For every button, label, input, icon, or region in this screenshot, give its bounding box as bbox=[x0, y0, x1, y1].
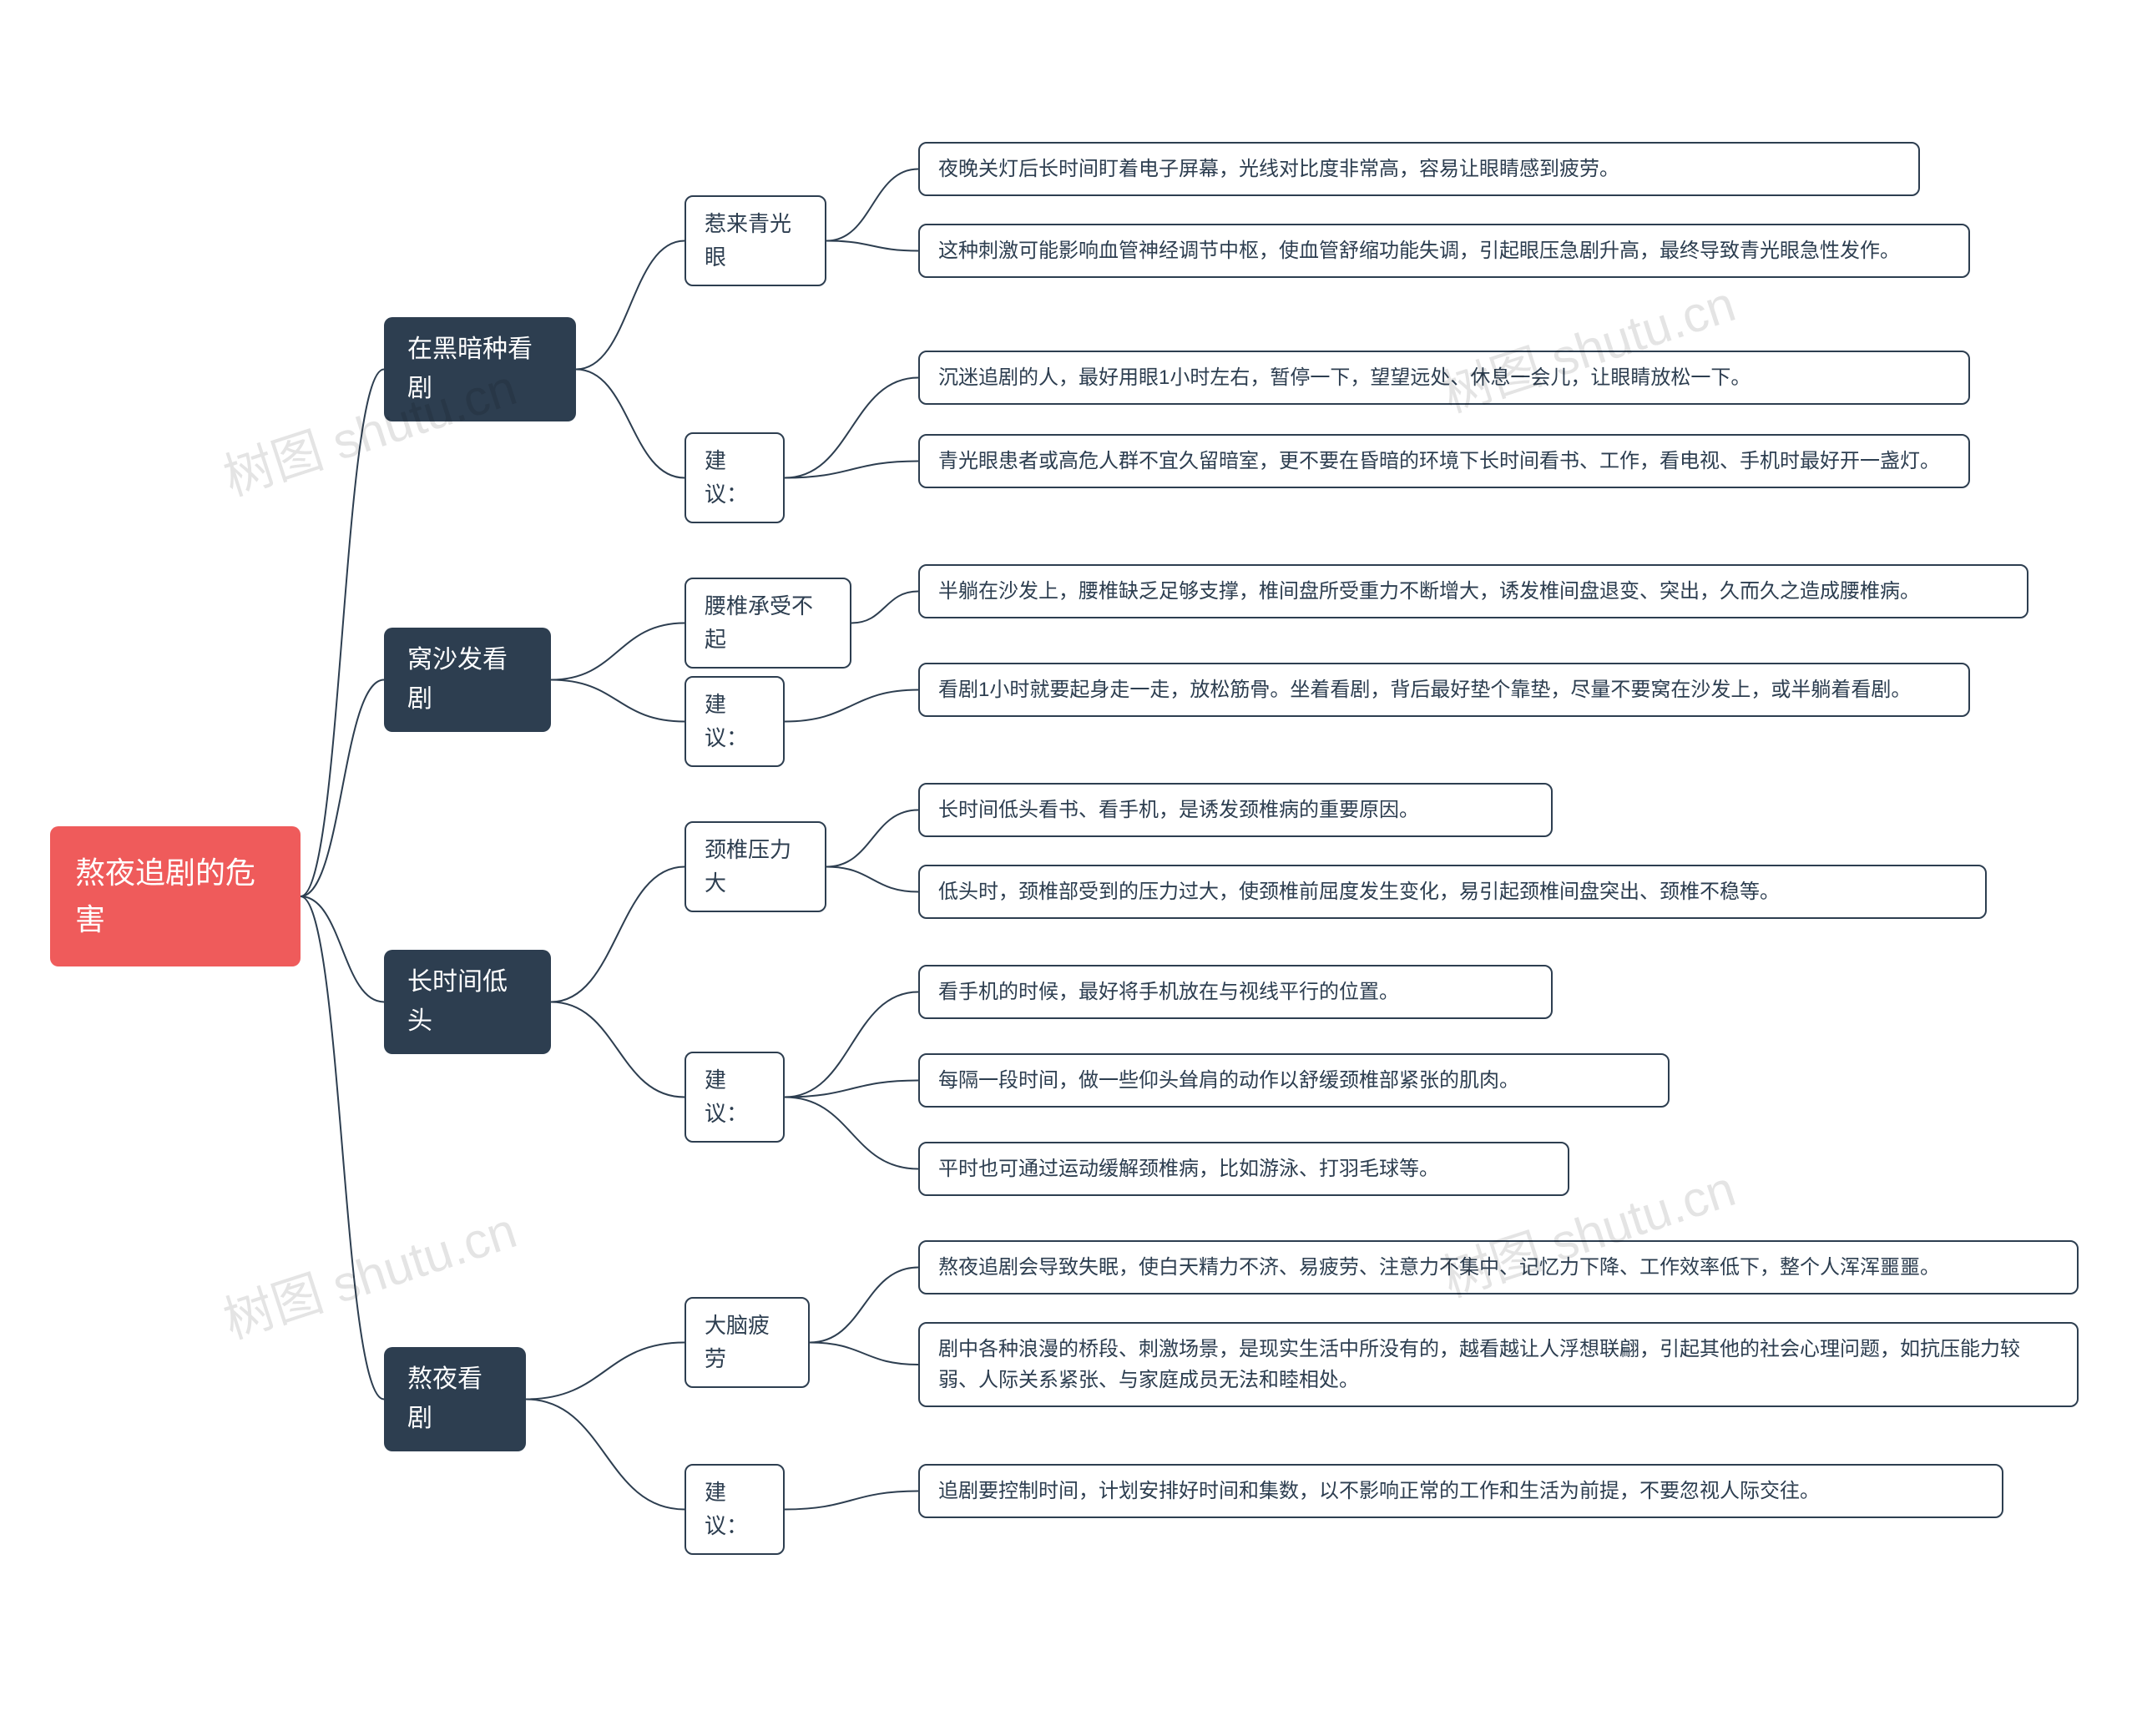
connector bbox=[551, 1002, 685, 1098]
connector bbox=[810, 1343, 918, 1365]
level2-node: 颈椎压力大 bbox=[685, 821, 826, 912]
connector bbox=[826, 867, 918, 892]
connector bbox=[551, 623, 685, 680]
level3-node: 夜晚关灯后长时间盯着电子屏幕，光线对比度非常高，容易让眼睛感到疲劳。 bbox=[918, 142, 1920, 196]
connector bbox=[785, 462, 918, 478]
level3-node: 低头时，颈椎部受到的压力过大，使颈椎前屈度发生变化，易引起颈椎间盘突出、颈椎不稳… bbox=[918, 865, 1987, 919]
connector bbox=[301, 370, 384, 897]
connector bbox=[576, 241, 685, 370]
level2-node: 建议： bbox=[685, 1464, 785, 1555]
connector bbox=[785, 1491, 918, 1510]
connector bbox=[810, 1268, 918, 1343]
level1-node: 窝沙发看剧 bbox=[384, 628, 551, 732]
level3-node: 看剧1小时就要起身走一走，放松筋骨。坐着看剧，背后最好垫个靠垫，尽量不要窝在沙发… bbox=[918, 663, 1970, 717]
level3-node: 追剧要控制时间，计划安排好时间和集数，以不影响正常的工作和生活为前提，不要忽视人… bbox=[918, 1464, 2003, 1518]
level3-node: 青光眼患者或高危人群不宜久留暗室，更不要在昏暗的环境下长时间看书、工作，看电视、… bbox=[918, 434, 1970, 488]
connector bbox=[301, 896, 384, 1002]
level3-node: 半躺在沙发上，腰椎缺乏足够支撑，椎间盘所受重力不断增大，诱发椎间盘退变、突出，久… bbox=[918, 564, 2028, 618]
level3-node: 剧中各种浪漫的桥段、刺激场景，是现实生活中所没有的，越看越让人浮想联翩，引起其他… bbox=[918, 1322, 2079, 1407]
level1-node: 长时间低头 bbox=[384, 950, 551, 1054]
level3-node: 看手机的时候，最好将手机放在与视线平行的位置。 bbox=[918, 965, 1553, 1019]
level2-node: 腰椎承受不起 bbox=[685, 578, 851, 669]
watermark: 树图 shutu.cn bbox=[213, 1190, 524, 1353]
level1-node: 熬夜看剧 bbox=[384, 1347, 526, 1451]
connector bbox=[551, 680, 685, 722]
connector bbox=[301, 896, 384, 1400]
connector bbox=[785, 690, 918, 722]
connector bbox=[576, 370, 685, 478]
connector bbox=[785, 378, 918, 478]
level2-node: 惹来青光眼 bbox=[685, 195, 826, 286]
connector bbox=[785, 1081, 918, 1098]
connector bbox=[826, 241, 918, 251]
level3-node: 这种刺激可能影响血管神经调节中枢，使血管舒缩功能失调，引起眼压急剧升高，最终导致… bbox=[918, 224, 1970, 278]
level1-node: 在黑暗种看剧 bbox=[384, 317, 576, 421]
level2-node: 建议： bbox=[685, 1052, 785, 1143]
connector bbox=[826, 169, 918, 241]
connector bbox=[826, 810, 918, 867]
level3-node: 平时也可通过运动缓解颈椎病，比如游泳、打羽毛球等。 bbox=[918, 1142, 1569, 1196]
connector bbox=[526, 1343, 685, 1400]
connector bbox=[785, 992, 918, 1098]
level2-node: 建议： bbox=[685, 676, 785, 767]
level3-node: 每隔一段时间，做一些仰头耸肩的动作以舒缓颈椎部紧张的肌肉。 bbox=[918, 1053, 1670, 1108]
level3-node: 沉迷追剧的人，最好用眼1小时左右，暂停一下，望望远处、休息一会儿，让眼睛放松一下… bbox=[918, 351, 1970, 405]
level3-node: 长时间低头看书、看手机，是诱发颈椎病的重要原因。 bbox=[918, 783, 1553, 837]
root-node: 熬夜追剧的危害 bbox=[50, 826, 301, 966]
connector bbox=[851, 592, 918, 623]
connector bbox=[785, 1098, 918, 1169]
level2-node: 大脑疲劳 bbox=[685, 1297, 810, 1388]
connector bbox=[551, 867, 685, 1002]
level3-node: 熬夜追剧会导致失眠，使白天精力不济、易疲劳、注意力不集中、记忆力下降、工作效率低… bbox=[918, 1240, 2079, 1294]
mindmap-canvas: 熬夜追剧的危害在黑暗种看剧窝沙发看剧长时间低头熬夜看剧惹来青光眼建议：腰椎承受不… bbox=[0, 0, 2137, 1736]
level2-node: 建议： bbox=[685, 432, 785, 523]
connector bbox=[301, 680, 384, 897]
connector bbox=[526, 1400, 685, 1510]
